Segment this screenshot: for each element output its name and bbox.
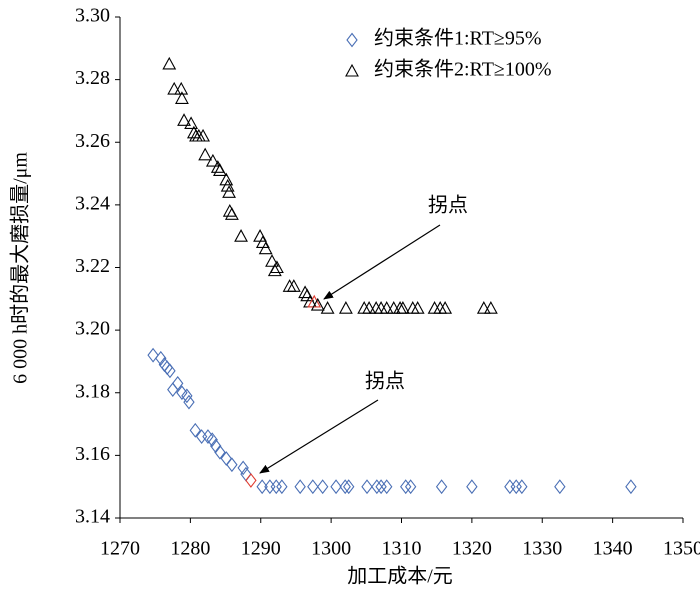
point [504, 479, 516, 495]
point [147, 347, 159, 363]
x-tick-label: 1320 [452, 538, 492, 560]
point [213, 163, 227, 176]
point [164, 363, 176, 379]
point [237, 460, 249, 476]
point [214, 444, 226, 460]
point [245, 473, 257, 488]
legend-marker [346, 32, 358, 48]
point [438, 301, 453, 314]
point [466, 479, 478, 495]
point [476, 301, 491, 314]
point [175, 91, 189, 104]
point [234, 229, 248, 242]
y-tick-label: 3.22 [75, 255, 110, 277]
annotation-arrow [323, 224, 441, 300]
point [220, 178, 235, 192]
x-tick-label: 1310 [382, 538, 422, 560]
y-tick-label: 3.26 [75, 130, 110, 152]
point [320, 301, 335, 314]
point [206, 432, 218, 448]
point [183, 394, 195, 410]
legend-marker [345, 63, 359, 77]
point [381, 479, 393, 495]
point [298, 285, 313, 299]
y-tick-label: 3.30 [75, 5, 110, 27]
point [395, 301, 410, 314]
point [222, 185, 237, 198]
point [286, 279, 301, 292]
annotation-arrow [259, 399, 379, 474]
point [338, 301, 353, 314]
point [224, 207, 239, 220]
legend-label: 约束条件2:RT≥100% [374, 58, 552, 81]
x-tick-label: 1330 [522, 538, 562, 560]
point [181, 388, 193, 404]
point [307, 479, 319, 495]
y-axis-label: 6 000 h时的最大磨损量/μm [9, 152, 32, 384]
point [276, 479, 288, 495]
point [510, 479, 522, 495]
y-tick-label: 3.18 [75, 380, 110, 402]
legend-label: 约束条件1:RT≥95% [374, 27, 542, 50]
y-tick-label: 3.14 [75, 506, 110, 528]
y-tick-label: 3.16 [75, 443, 110, 465]
point [198, 147, 213, 161]
point [316, 479, 329, 495]
point [294, 479, 306, 495]
point [189, 422, 201, 438]
point [184, 116, 199, 130]
point [310, 297, 325, 311]
point [404, 479, 417, 495]
point [196, 128, 210, 142]
point [205, 153, 220, 167]
point [625, 479, 637, 495]
point [330, 479, 342, 495]
point [435, 479, 448, 495]
x-tick-label: 1340 [593, 538, 633, 560]
y-tick-label: 3.24 [75, 192, 110, 214]
point [222, 203, 237, 217]
point [220, 451, 232, 466]
point [270, 260, 284, 274]
y-tick-label: 3.20 [75, 318, 110, 340]
x-tick-label: 1300 [311, 538, 351, 560]
point [258, 241, 273, 255]
point [307, 294, 322, 308]
point [410, 301, 425, 314]
point [264, 479, 276, 495]
point [167, 382, 179, 398]
point [270, 479, 282, 495]
point [379, 301, 394, 314]
point [362, 301, 377, 314]
point [162, 56, 177, 70]
point [361, 479, 373, 495]
point [172, 375, 184, 391]
point [195, 429, 208, 444]
point [343, 479, 355, 495]
point [155, 350, 167, 366]
point [400, 479, 412, 495]
annotation: 拐点 [428, 194, 468, 217]
point [226, 457, 238, 473]
x-tick-label: 1280 [170, 538, 210, 560]
x-tick-label: 1290 [241, 538, 281, 560]
point [167, 81, 182, 95]
point [375, 479, 387, 495]
point [177, 113, 191, 126]
point [371, 479, 383, 495]
annotation: 拐点 [365, 370, 405, 393]
point [554, 479, 566, 495]
y-tick-label: 3.28 [75, 67, 110, 89]
x-axis-label: 加工成本/元 [347, 565, 453, 588]
point [256, 479, 268, 495]
point [516, 479, 528, 495]
point [339, 479, 351, 495]
point [282, 279, 297, 292]
point [483, 301, 498, 314]
x-tick-label: 1350 [663, 538, 700, 560]
x-tick-label: 1270 [100, 538, 140, 560]
point [219, 172, 234, 186]
point [265, 254, 279, 267]
